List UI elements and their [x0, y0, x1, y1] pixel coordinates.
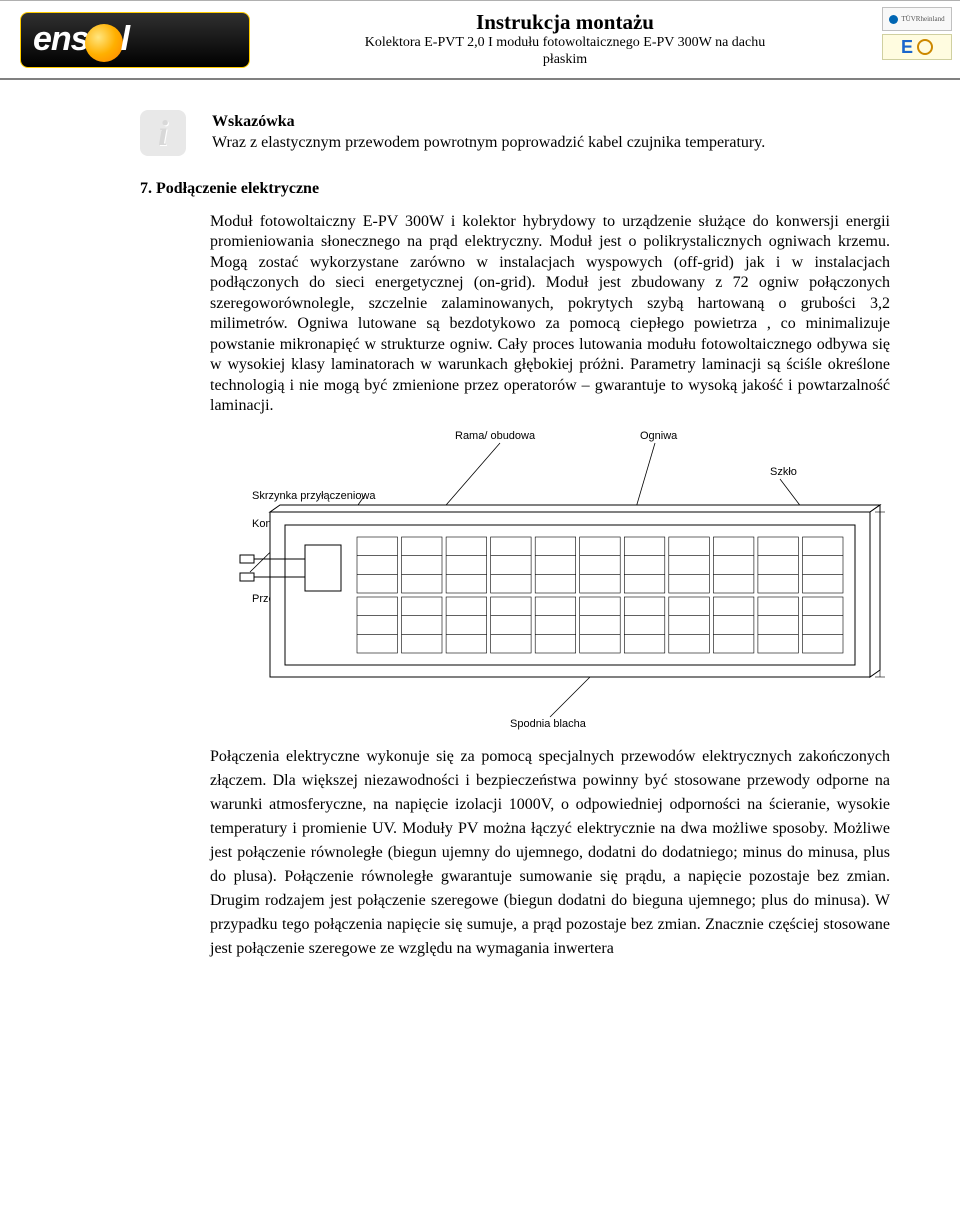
energy-ring-icon [917, 39, 933, 55]
certifications: TÜVRheinland E [882, 7, 952, 60]
info-heading: Wskazówka [212, 113, 295, 130]
label-ogniwa: Ogniwa [640, 430, 678, 442]
energy-label: E [901, 37, 913, 58]
paragraph-2: Połączenia elektryczne wykonuje się za p… [210, 745, 890, 961]
tuv-label: TÜVRheinland [901, 15, 944, 23]
diagram-svg: Rama/ obudowa Ogniwa Szkło Skrzynka przy… [210, 427, 890, 737]
document-subtitle-1: Kolektora E-PVT 2,0 I modułu fotowoltaic… [250, 35, 880, 52]
document-title: Instrukcja montażu [250, 10, 880, 35]
tuv-badge: TÜVRheinland [882, 7, 952, 31]
info-body: Wraz z elastycznym przewodem powrotnym p… [212, 134, 765, 151]
section-number: 7. [140, 180, 152, 197]
paragraph-1: Moduł fotowoltaiczny E-PV 300W i kolekto… [210, 212, 890, 417]
energy-badge: E [882, 34, 952, 60]
label-skrzynka: Skrzynka przyłączeniowa [252, 490, 376, 502]
module-diagram: Rama/ obudowa Ogniwa Szkło Skrzynka przy… [210, 427, 890, 737]
tuv-dot-icon [889, 15, 898, 24]
label-spodnia: Spodnia blacha [510, 718, 587, 730]
logo: ens l [20, 12, 250, 68]
section-heading: 7. Podłączenie elektryczne [140, 180, 890, 198]
page-header: ens l Instrukcja montażu Kolektora E-PVT… [0, 0, 960, 80]
logo-text-right: l [121, 20, 130, 59]
page-content: i Wskazówka Wraz z elastycznym przewodem… [0, 80, 960, 1001]
logo-text-left: ens [33, 20, 89, 59]
document-subtitle-2: płaskim [250, 52, 880, 69]
section-title: Podłączenie elektryczne [156, 180, 319, 197]
info-text: Wskazówka Wraz z elastycznym przewodem p… [212, 110, 765, 154]
label-rama: Rama/ obudowa [455, 430, 536, 442]
info-icon: i [140, 110, 186, 156]
label-szklo: Szkło [770, 466, 797, 478]
logo-sun-icon [85, 24, 123, 62]
header-titles: Instrukcja montażu Kolektora E-PVT 2,0 I… [250, 10, 960, 69]
info-callout: i Wskazówka Wraz z elastycznym przewodem… [140, 110, 890, 156]
